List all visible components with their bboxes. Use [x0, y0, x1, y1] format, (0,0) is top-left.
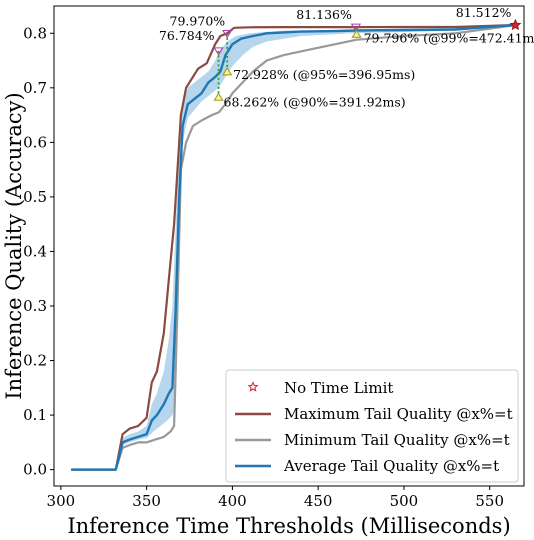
annotation-p95-min: 72.928% (@95%=396.95ms) — [233, 67, 415, 82]
y-tick-label: 0.8 — [23, 24, 47, 42]
marker-no-time-limit — [509, 18, 522, 31]
annotations: 79.970%76.784% 81.136% 81.512% 79.796% (@99… — [159, 5, 534, 109]
legend-label-min: Minimum Tail Quality @x%=t — [284, 431, 510, 449]
y-tick-label: 0.3 — [23, 297, 47, 315]
x-axis-ticks: 300 350 400 450 500 550 — [47, 486, 504, 510]
legend-star-icon — [247, 381, 259, 392]
y-tick-label: 0.7 — [23, 79, 47, 97]
legend-label-max: Maximum Tail Quality @x%=t — [284, 405, 513, 423]
marker-p95-min — [221, 67, 233, 76]
x-tick-label: 400 — [218, 492, 247, 510]
y-axis-ticks: 0.0 0.1 0.2 0.3 0.4 0.5 0.6 0.7 0.8 — [23, 24, 54, 479]
series-lines — [71, 23, 516, 471]
x-tick-label: 500 — [390, 492, 419, 510]
x-tick-label: 300 — [47, 492, 76, 510]
series-line-min — [71, 24, 516, 471]
legend-box — [225, 369, 519, 483]
plot-area: 79.970%76.784% 81.136% 81.512% 79.796% (@99… — [71, 5, 534, 471]
annotation-p90-min: 68.262% (@90%=391.92ms) — [224, 94, 406, 109]
plot-frame — [53, 5, 525, 487]
marker-p99-max — [350, 23, 362, 32]
marker-p95-max — [221, 29, 233, 39]
y-tick-label: 0.1 — [23, 406, 47, 424]
legend-label-avg: Average Tail Quality @x%=t — [283, 457, 499, 475]
average-quality-band — [115, 25, 516, 470]
y-tick-label: 0.2 — [23, 352, 47, 370]
x-tick-label: 550 — [475, 492, 504, 510]
x-tick-label: 350 — [132, 492, 161, 510]
x-tick-label: 450 — [304, 492, 333, 510]
tail-markers — [213, 18, 522, 101]
legend-label-no-time-limit: No Time Limit — [284, 379, 393, 397]
y-tick-label: 0.4 — [23, 242, 47, 260]
series-line-max — [71, 23, 516, 471]
annotation-p99-min: 79.796% (@99%=472.41ms) — [364, 30, 534, 45]
y-tick-label: 0.5 — [23, 188, 47, 206]
y-tick-label: 0.6 — [23, 133, 47, 151]
annotation-no-time-limit: 81.512% — [456, 5, 512, 20]
x-axis-label: Inference Time Thresholds (Milliseconds) — [67, 514, 510, 538]
marker-p90-max — [213, 47, 224, 56]
y-tick-label: 0.0 — [23, 461, 47, 479]
marker-p90-min — [213, 92, 224, 101]
annotation-p95-max: 79.970% — [170, 13, 226, 28]
series-line-avg — [71, 23, 516, 471]
annotation-p99-max: 81.136% — [296, 7, 352, 22]
y-axis-label: Inference Quality (Accuracy) — [2, 92, 26, 399]
annotation-p90-max: 76.784% — [159, 28, 215, 43]
marker-p99-min — [351, 29, 362, 38]
legend: No Time Limit Maximum Tail Quality @x%=t M… — [225, 369, 519, 483]
